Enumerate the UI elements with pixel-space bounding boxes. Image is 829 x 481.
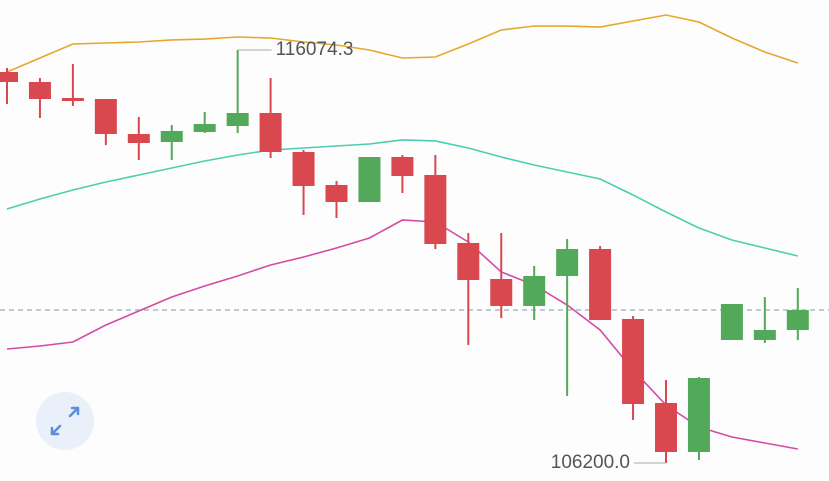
expand-button[interactable] bbox=[36, 392, 94, 450]
candle-body bbox=[292, 151, 315, 186]
candle-body bbox=[193, 124, 216, 132]
candle-body bbox=[523, 275, 546, 306]
candle-body bbox=[589, 249, 612, 320]
candle-body bbox=[391, 157, 414, 176]
candle-body bbox=[490, 278, 513, 306]
candle-body bbox=[424, 174, 447, 244]
candle-body bbox=[687, 377, 710, 452]
candle-body bbox=[786, 309, 809, 330]
expand-icon[interactable] bbox=[50, 406, 80, 436]
candle-body bbox=[556, 249, 579, 276]
candle-body bbox=[622, 318, 645, 405]
band-line bbox=[6, 14, 799, 73]
candle-body bbox=[127, 133, 150, 143]
annotation-label: 116074.3 bbox=[276, 39, 354, 60]
candle-body bbox=[226, 113, 249, 127]
candle-body bbox=[457, 242, 480, 281]
candle-body bbox=[94, 98, 117, 134]
candle-body bbox=[753, 329, 776, 340]
candle-body bbox=[259, 113, 282, 152]
candle-body bbox=[358, 157, 381, 203]
candle-body bbox=[325, 184, 348, 203]
candle-body bbox=[61, 97, 84, 102]
candle-body bbox=[28, 82, 51, 99]
annotation-label: 106200.0 bbox=[551, 452, 630, 473]
candle-body bbox=[160, 130, 183, 142]
expand-button-bg[interactable] bbox=[36, 392, 94, 450]
candle-body bbox=[655, 403, 677, 452]
candle-body bbox=[0, 72, 18, 83]
candle-body bbox=[720, 304, 743, 340]
band-line bbox=[6, 139, 798, 257]
